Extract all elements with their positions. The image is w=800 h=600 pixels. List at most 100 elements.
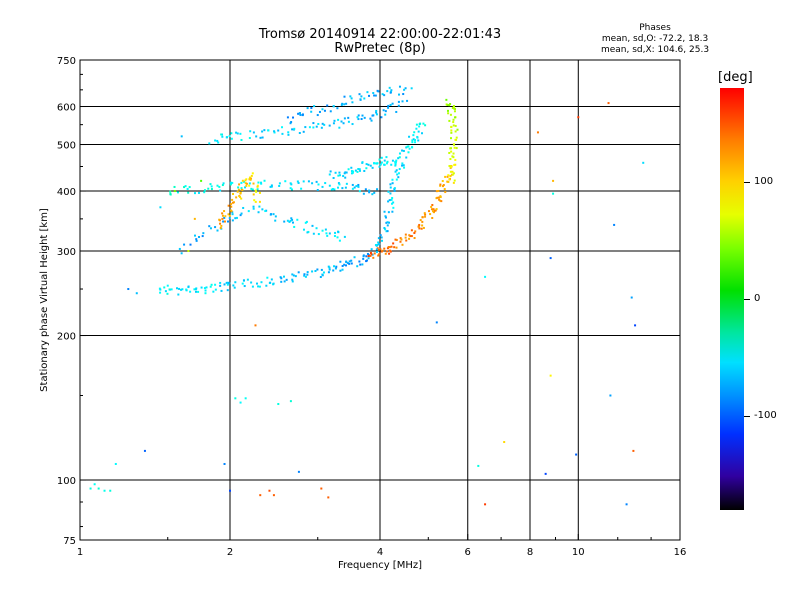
echo-point: [395, 110, 398, 113]
x-tick-label: 8: [527, 547, 533, 558]
echo-point: [302, 228, 305, 231]
echo-point: [452, 152, 455, 155]
echo-point: [454, 163, 457, 166]
echo-point: [412, 138, 415, 141]
echo-point: [450, 166, 453, 169]
echo-point: [393, 187, 396, 190]
echo-point: [377, 248, 380, 251]
echo-point: [347, 120, 350, 123]
echo-point: [297, 470, 300, 473]
echo-point: [323, 123, 326, 126]
echo-point: [269, 213, 272, 216]
echo-point: [228, 214, 231, 217]
echo-point: [448, 164, 451, 167]
echo-point: [341, 187, 344, 190]
echo-point: [377, 237, 380, 240]
echo-point: [260, 181, 263, 184]
echo-point: [235, 131, 238, 134]
echo-point: [332, 269, 335, 272]
echo-point: [536, 131, 539, 134]
echo-point: [366, 91, 369, 94]
echo-point: [257, 181, 260, 184]
echo-point: [311, 270, 314, 273]
echo-point: [445, 103, 448, 106]
echo-point: [227, 204, 230, 207]
echo-point: [357, 167, 360, 170]
echo-point: [231, 201, 234, 204]
echo-point: [372, 114, 375, 117]
echo-point: [297, 112, 300, 115]
echo-point: [200, 179, 203, 182]
echo-point: [358, 168, 361, 171]
echo-point: [291, 280, 294, 283]
echo-point: [306, 273, 309, 276]
x-tick-label: 16: [674, 547, 687, 558]
echo-point: [552, 179, 555, 182]
echo-point: [250, 187, 253, 190]
echo-point: [250, 177, 253, 180]
echo-point: [455, 147, 458, 150]
echo-point: [452, 121, 455, 124]
echo-point: [399, 237, 402, 240]
echo-point: [256, 185, 259, 188]
echo-point: [312, 232, 315, 235]
echo-point: [452, 118, 455, 121]
echo-point: [269, 185, 272, 188]
echo-point: [607, 102, 610, 105]
echo-point: [430, 208, 433, 211]
echo-point: [316, 114, 319, 117]
echo-point: [185, 288, 188, 291]
echo-point: [234, 281, 237, 284]
echo-point: [424, 124, 427, 127]
echo-point: [412, 134, 415, 137]
phase-stats-o: mean, sd,O: -72.2, 18.3: [601, 34, 709, 44]
echo-point: [351, 187, 354, 190]
echo-point: [377, 254, 380, 257]
echo-point: [389, 192, 392, 195]
echo-point: [242, 206, 245, 209]
echo-point: [221, 217, 224, 220]
echo-point: [454, 124, 457, 127]
echo-point: [252, 207, 255, 210]
echo-point: [388, 252, 391, 255]
echo-point: [358, 190, 361, 193]
echo-point: [238, 183, 241, 186]
echo-point: [158, 287, 161, 290]
echo-point: [256, 184, 259, 187]
echo-point: [393, 189, 396, 192]
echo-point: [200, 286, 203, 289]
echo-point: [336, 236, 339, 239]
echo-point: [427, 210, 430, 213]
echo-point: [204, 292, 207, 295]
echo-point: [316, 268, 319, 271]
echo-point: [386, 224, 389, 227]
colorbar-tick-label: 100: [754, 175, 774, 187]
echo-point: [286, 219, 289, 222]
echo-point: [404, 87, 407, 90]
echo-point: [205, 286, 208, 289]
echo-point: [217, 141, 220, 144]
echo-point: [442, 184, 445, 187]
echo-point: [224, 215, 227, 218]
echo-point: [450, 147, 453, 150]
echo-point: [268, 489, 271, 492]
echo-point: [390, 245, 393, 248]
echo-point: [299, 113, 302, 116]
echo-point: [219, 284, 222, 287]
echo-point: [350, 259, 353, 262]
echo-point: [214, 139, 217, 142]
echo-point: [410, 235, 413, 238]
echo-point: [450, 137, 453, 140]
echo-point: [251, 188, 254, 191]
echo-point: [372, 256, 375, 259]
echo-point: [362, 257, 365, 260]
echo-point: [361, 263, 364, 266]
echo-point: [432, 210, 435, 213]
echo-point: [354, 169, 357, 172]
echo-point: [248, 136, 251, 139]
echo-point: [229, 209, 232, 212]
echo-point: [391, 102, 394, 105]
echo-point: [345, 182, 348, 185]
echo-point: [332, 188, 335, 191]
echo-point: [296, 218, 299, 221]
